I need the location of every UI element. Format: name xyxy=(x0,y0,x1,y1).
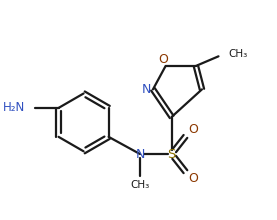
Text: O: O xyxy=(188,172,198,185)
Text: S: S xyxy=(168,148,176,161)
Text: N: N xyxy=(135,148,145,161)
Text: CH₃: CH₃ xyxy=(130,180,150,190)
Text: O: O xyxy=(158,53,168,66)
Text: CH₃: CH₃ xyxy=(228,49,247,59)
Text: H₂N: H₂N xyxy=(2,101,25,114)
Text: O: O xyxy=(188,123,198,136)
Text: N: N xyxy=(142,83,152,96)
